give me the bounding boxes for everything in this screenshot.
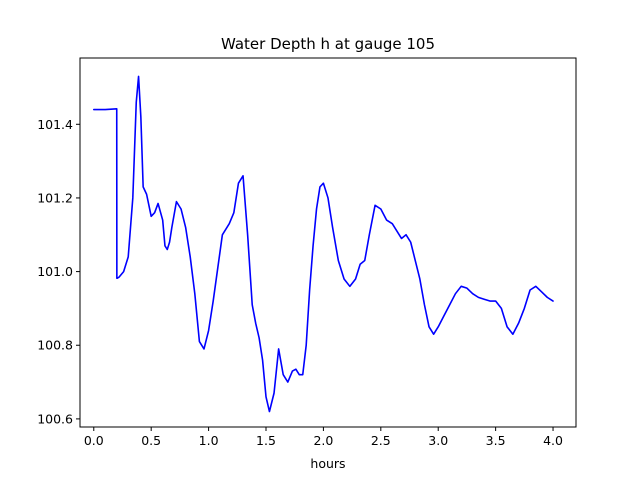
x-tick-label: 3.0 <box>428 433 448 448</box>
y-tick-label: 101.0 <box>37 264 73 279</box>
x-tick-label: 0.0 <box>84 433 104 448</box>
x-axis-label: hours <box>310 456 345 471</box>
y-tick-label: 100.8 <box>37 338 73 353</box>
chart-title: Water Depth h at gauge 105 <box>221 35 435 53</box>
x-tick-label: 1.5 <box>256 433 276 448</box>
plot-frame <box>79 57 577 428</box>
y-tick-label: 101.2 <box>37 190 73 205</box>
x-tick-label: 2.5 <box>371 433 391 448</box>
x-tick-label: 1.0 <box>199 433 219 448</box>
y-tick-label: 101.4 <box>37 117 73 132</box>
x-tick-label: 4.0 <box>543 433 563 448</box>
data-line-series-0 <box>92 75 554 413</box>
x-tick-label: 3.5 <box>486 433 506 448</box>
x-tick-label: 0.5 <box>141 433 161 448</box>
plot-area: 0.0 0.5 1.0 1.5 2.0 2.5 3.0 3.5 4.0 100.6 100.8 101… <box>37 57 577 448</box>
x-tick-label: 2.0 <box>313 433 333 448</box>
y-tick-label: 100.6 <box>37 411 73 426</box>
